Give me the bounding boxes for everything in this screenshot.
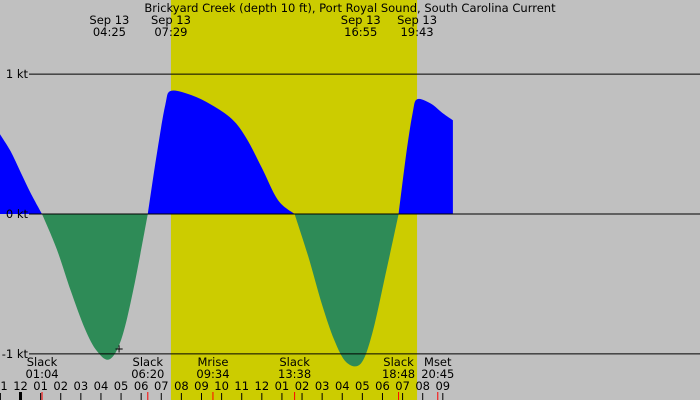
x-axis-labels: 11 12 01 02 03 04 05 06 07 08 09 10 11 12 01 02 03 04 05 06… [0,379,450,393]
bottom-event-label: Slack [383,355,414,369]
x-tick-label: 03 [315,379,330,393]
flood-area-0 [0,134,43,216]
x-tick-label: 12 [255,379,270,393]
x-tick-label: 02 [295,379,310,393]
x-tick-label: 09 [194,379,209,393]
x-tick-label: 06 [375,379,390,393]
x-tick-label: 02 [53,379,68,393]
bottom-event-label: Slack [133,355,164,369]
x-tick-label: 07 [395,379,410,393]
x-tick-label: 06 [134,379,149,393]
top-event-date: Sep 13 [341,13,381,27]
y-axis-labels: 1 kt 0 kt -1 kt [2,67,29,361]
x-tick-label: 08 [174,379,189,393]
x-tick-label: 05 [355,379,370,393]
bottom-event-label: Slack [279,355,310,369]
value-gridlines [29,73,700,355]
x-tick-label: 05 [114,379,129,393]
x-tick-label: 07 [154,379,169,393]
x-tick-label: 12 [13,379,28,393]
flood-area-2 [147,90,296,216]
y-tick-label: -1 kt [2,347,29,361]
bottom-event-label: Slack [27,355,58,369]
x-axis-ticks [0,392,444,400]
bottom-event-time: 06:20 [131,367,164,381]
flood-area-4 [398,98,453,214]
chart-title: Brickyard Creek (depth 10 ft), Port Roya… [144,1,556,15]
y-tick-label: 1 kt [6,67,29,81]
bottom-event-time: 09:34 [196,367,229,381]
x-tick-label: 11 [0,379,8,393]
ebb-area-3 [294,209,400,367]
ebb-area-1 [42,208,149,360]
bottom-event-time: 13:38 [278,367,311,381]
x-tick-label: 03 [74,379,89,393]
x-tick-label: 04 [335,379,350,393]
bottom-event-time: 20:45 [421,367,454,381]
bottom-event-time: 18:48 [382,367,415,381]
x-tick-label: 08 [415,379,430,393]
y-tick-label: 0 kt [6,207,29,221]
top-event-time: 04:25 [93,25,126,39]
x-tick-label: 11 [234,379,249,393]
x-tick-label: 09 [435,379,450,393]
x-tick-label: 10 [214,379,229,393]
x-tick-label: 01 [33,379,48,393]
top-event-time: 19:43 [400,25,433,39]
x-tick-label: 01 [275,379,290,393]
top-event-date: Sep 13 [89,13,129,27]
top-event-time: 07:29 [154,25,187,39]
top-event-date: Sep 13 [151,13,191,27]
current-time-marker: + [114,341,124,355]
bottom-event-label: Mrise [197,355,228,369]
bottom-events: Slack01:04Slack06:20Mrise09:34Slack13:38… [25,355,454,400]
bottom-event-time: 01:04 [25,367,58,381]
x-tick-label: 04 [94,379,109,393]
midnight-tick [19,392,23,400]
current-areas [0,90,453,367]
top-event-time: 16:55 [344,25,377,39]
bottom-event-label: Mset [424,355,452,369]
top-event-date: Sep 13 [397,13,437,27]
